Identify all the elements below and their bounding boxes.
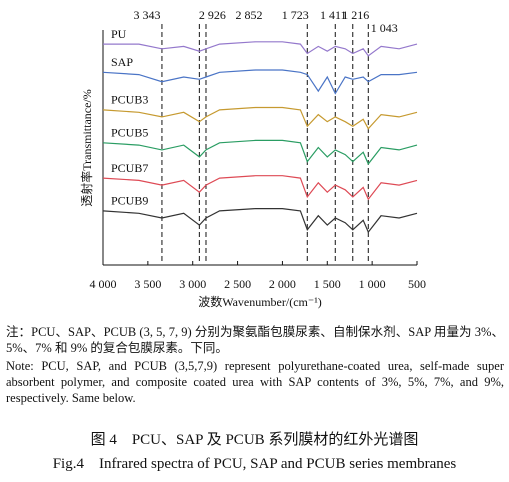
spectrum-line (102, 175, 418, 201)
x-tick-label: 500 (408, 277, 426, 291)
x-tick-label: 1 500 (314, 277, 341, 291)
caption-en: Fig.4 Infrared spectra of PCU, SAP and P… (52, 456, 457, 472)
chart: 透射率Transmittance/% 波数Wavenumber/(cm⁻¹) 4… (79, 8, 426, 309)
series-label: PCUB3 (111, 93, 148, 107)
series-label: SAP (111, 55, 133, 69)
spectrum-line (102, 139, 418, 166)
x-tick-label: 3 500 (134, 277, 161, 291)
x-tick-label: 4 000 (90, 277, 117, 291)
spectrum-line (102, 106, 418, 130)
spectrum-line (102, 69, 418, 95)
note-cn: 注：PCU、SAP、PCUB (3, 5, 7, 9) 分别为聚氨酯包膜尿素、自… (6, 325, 504, 355)
x-tick-label: 2 000 (269, 277, 296, 291)
series-label: PCUB9 (111, 194, 148, 208)
note-en: Note: PCU, SAP, and PCUB (3,5,7,9) repre… (6, 359, 504, 405)
x-tick-label: 2 500 (224, 277, 251, 291)
annotation-label: 3 343 (133, 8, 160, 22)
annotation-label: 2 926 (199, 8, 226, 22)
x-tick-label: 1 000 (359, 277, 386, 291)
spectrum-line (103, 41, 418, 57)
series-label: PU (111, 27, 127, 41)
annotation-label: 2 852 (235, 8, 262, 22)
y-axis-label: 透射率Transmittance/% (79, 89, 94, 207)
spectrum-line (102, 208, 418, 234)
x-tick-label: 3 000 (179, 277, 206, 291)
annotation-label: 1 043 (371, 21, 398, 35)
series-label: PCUB7 (111, 161, 148, 175)
annotation-label: 1 216 (342, 8, 369, 22)
series-label: PCUB5 (111, 126, 148, 140)
annotation-label: 1 723 (282, 8, 309, 22)
annotation-label: 1 411 (320, 8, 347, 22)
caption-cn: 图 4 PCU、SAP 及 PCUB 系列膜材的红外光谱图 (90, 432, 419, 448)
x-axis-label: 波数Wavenumber/(cm⁻¹) (198, 294, 322, 309)
